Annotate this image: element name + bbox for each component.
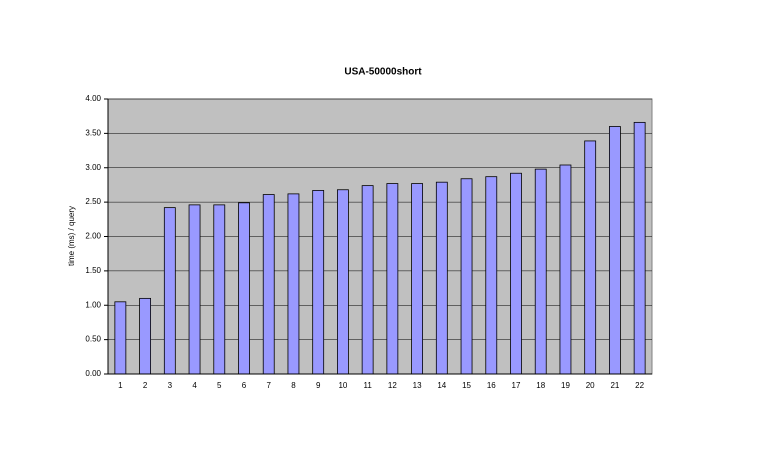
y-axis-label: time (ms) / query [67, 206, 76, 266]
x-tick-label: 21 [610, 381, 619, 390]
bar [337, 189, 349, 375]
bar [435, 181, 448, 375]
x-tick-label: 18 [536, 381, 545, 390]
x-tick-label: 10 [338, 381, 347, 390]
x-tick-label: 17 [512, 381, 521, 390]
y-tick-label: 2.50 [85, 197, 101, 206]
bar [584, 140, 597, 375]
bar [633, 121, 646, 375]
x-tick-label: 6 [242, 381, 247, 390]
x-tick-label: 22 [635, 381, 644, 390]
bar [238, 202, 250, 375]
x-tick-label: 20 [586, 381, 595, 390]
bar [139, 297, 151, 375]
bar [312, 190, 325, 375]
x-tick-label: 13 [413, 381, 422, 390]
x-tick-label: 14 [437, 381, 446, 390]
bar [188, 204, 201, 375]
chart-title: USA-50000short [344, 67, 422, 78]
x-tick-label: 7 [267, 381, 272, 390]
x-tick-label: 3 [168, 381, 173, 390]
bar [262, 194, 275, 375]
bar [485, 176, 498, 375]
bar [163, 207, 176, 375]
x-tick-label: 11 [363, 381, 372, 390]
x-tick-label: 9 [316, 381, 321, 390]
y-tick-label: 3.50 [85, 128, 101, 137]
bar [287, 193, 300, 375]
bar [361, 185, 374, 375]
x-tick-label: 15 [462, 381, 471, 390]
y-tick-label: 3.00 [85, 163, 101, 172]
bar [114, 301, 127, 375]
y-tick-label: 1.50 [85, 266, 101, 275]
bar [609, 126, 621, 375]
x-tick-label: 19 [561, 381, 570, 390]
y-tick-label: 1.00 [85, 300, 101, 309]
x-tick-label: 1 [118, 381, 123, 390]
x-tick-label: 12 [388, 381, 397, 390]
y-tick-label: 4.00 [85, 94, 101, 103]
x-tick-label: 5 [217, 381, 222, 390]
y-tick-label: 2.00 [85, 232, 101, 241]
x-tick-label: 4 [192, 381, 197, 390]
bar [460, 178, 473, 375]
bar [411, 183, 423, 375]
bar [534, 168, 547, 375]
bar [213, 204, 226, 375]
y-tick-label: 0.00 [85, 369, 101, 378]
x-tick-label: 8 [291, 381, 296, 390]
y-tick-label: 0.50 [85, 335, 101, 344]
bar [386, 183, 399, 375]
x-tick-label: 16 [487, 381, 496, 390]
bar [510, 172, 522, 375]
bar [559, 164, 572, 375]
x-tick-label: 2 [143, 381, 148, 390]
